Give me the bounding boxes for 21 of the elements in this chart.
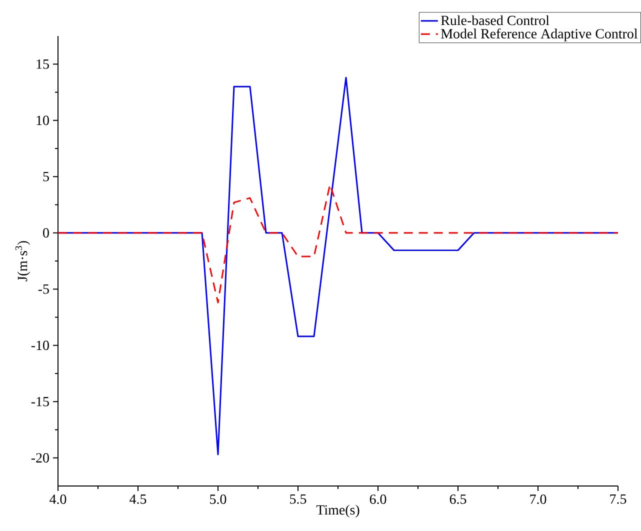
y-tick-label: 15 — [36, 59, 49, 69]
legend-label: Model Reference Adaptive Control — [441, 28, 638, 42]
x-tick-label: 4.0 — [50, 494, 66, 504]
y-tick-label: -5 — [38, 284, 49, 294]
line-series — [57, 184, 619, 304]
x-tick-label: 5.0 — [210, 494, 226, 504]
y-tick-label: -10 — [31, 340, 49, 350]
x-axis-title: Time(s) — [316, 504, 360, 518]
x-tick-label: 7.0 — [530, 494, 546, 504]
y-tick-label: 10 — [36, 116, 49, 126]
x-tick-label: 4.5 — [130, 494, 146, 504]
x-tick-label: 6.5 — [450, 494, 466, 504]
y-tick-label: 5 — [43, 172, 49, 182]
x-tick-label: 6.0 — [370, 494, 386, 504]
x-tick-label: 7.5 — [610, 494, 626, 504]
y-tick-label: -15 — [31, 396, 49, 406]
legend-label: Rule-based Control — [441, 15, 550, 26]
y-axis-title: J(m·s$^{3}$) — [15, 241, 30, 282]
y-tick-label: -20 — [31, 453, 49, 463]
y-tick-label: 0 — [43, 228, 49, 238]
x-tick-label: 5.5 — [290, 494, 306, 504]
